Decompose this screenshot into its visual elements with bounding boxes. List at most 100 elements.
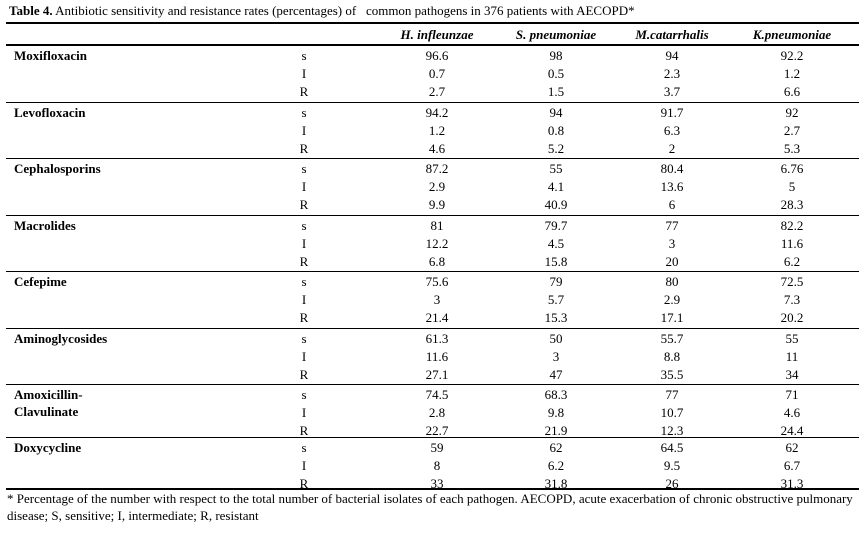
table-cell: 4.6 [783, 405, 801, 420]
table-cell: 6.7 [783, 458, 801, 473]
table-cell: 91.7 [660, 105, 684, 120]
column-header-k-pneumoniae: K.pneumoniae [752, 27, 832, 42]
table-cell: 80 [665, 274, 679, 289]
table-cell: 72.5 [780, 274, 804, 289]
column-header-h-influenzae: H. infleunzae [400, 27, 474, 42]
table-cell: 5 [788, 179, 796, 194]
drug-name: Cefepime [14, 274, 67, 289]
table-cell: 1.2 [428, 123, 446, 138]
table-cell: 3 [433, 292, 441, 307]
table-cell: 35.5 [660, 367, 684, 382]
table-cell: 2 [668, 141, 676, 156]
table-cell: 50 [549, 331, 563, 346]
table-cell: 62 [549, 440, 563, 455]
susceptibility-level: I [301, 458, 307, 473]
table-cell: 55.7 [660, 331, 684, 346]
table-cell: 0.7 [428, 66, 446, 81]
drug-name: Aminoglycosides [14, 331, 108, 346]
drug-name: Amoxicillin- Clavulinate [14, 387, 83, 419]
susceptibility-level: R [299, 84, 309, 99]
table-cell: 2.7 [783, 123, 801, 138]
table-cell: 5.2 [547, 141, 565, 156]
group-divider [6, 158, 859, 159]
table-cell: 3 [668, 236, 676, 251]
table-cell: 15.3 [544, 310, 568, 325]
column-header-s-pneumoniae: S. pneumoniae [515, 27, 597, 42]
drug-name: Levofloxacin [14, 105, 86, 120]
table-cell: 96.6 [425, 48, 449, 63]
susceptibility-level: s [301, 440, 307, 455]
table-cell: 6.2 [783, 254, 801, 269]
table-caption: Antibiotic sensitivity and resistance ra… [52, 3, 635, 18]
susceptibility-level: s [301, 48, 307, 63]
table-cell: 5.7 [547, 292, 565, 307]
table-cell: 71 [785, 387, 799, 402]
group-divider [6, 384, 859, 385]
table-cell: 2.3 [663, 66, 681, 81]
susceptibility-level: s [301, 218, 307, 233]
table-cell: 13.6 [660, 179, 684, 194]
table-cell: 31.3 [780, 476, 804, 491]
table-cell: 81 [430, 218, 444, 233]
susceptibility-level: R [299, 197, 309, 212]
table-cell: 4.5 [547, 236, 565, 251]
table-cell: 3 [552, 349, 560, 364]
susceptibility-level: I [301, 123, 307, 138]
table-cell: 12.3 [660, 423, 684, 438]
table-cell: 6.2 [547, 458, 565, 473]
table-cell: 20.2 [780, 310, 804, 325]
drug-name: Cephalosporins [14, 161, 101, 176]
table-cell: 27.1 [425, 367, 449, 382]
table-cell: 80.4 [660, 161, 684, 176]
drug-name: Macrolides [14, 218, 76, 233]
table-cell: 15.8 [544, 254, 568, 269]
group-divider [6, 271, 859, 272]
group-divider [6, 215, 859, 216]
table-cell: 47 [549, 367, 563, 382]
table-cell: 26 [665, 476, 679, 491]
table-cell: 21.9 [544, 423, 568, 438]
table-cell: 1.5 [547, 84, 565, 99]
table-cell: 3.7 [663, 84, 681, 99]
susceptibility-level: R [299, 423, 309, 438]
table-cell: 2.9 [428, 179, 446, 194]
susceptibility-level: R [299, 310, 309, 325]
table-cell: 20 [665, 254, 679, 269]
table-cell: 55 [549, 161, 563, 176]
table-cell: 11.6 [425, 349, 449, 364]
table-cell: 0.8 [547, 123, 565, 138]
group-divider [6, 437, 859, 438]
susceptibility-level: R [299, 254, 309, 269]
table-cell: 12.2 [425, 236, 449, 251]
table-cell: 6.6 [783, 84, 801, 99]
table-cell: 22.7 [425, 423, 449, 438]
table-cell: 6.76 [780, 161, 804, 176]
table-cell: 34 [785, 367, 799, 382]
susceptibility-level: s [301, 331, 307, 346]
table-cell: 94 [665, 48, 679, 63]
table-cell: 75.6 [425, 274, 449, 289]
susceptibility-level: s [301, 387, 307, 402]
table-cell: 82.2 [780, 218, 804, 233]
table-cell: 94 [549, 105, 563, 120]
table-cell: 64.5 [660, 440, 684, 455]
bottom-rule [6, 488, 859, 490]
table-cell: 61.3 [425, 331, 449, 346]
header-rule [6, 44, 859, 46]
group-divider [6, 102, 859, 103]
susceptibility-level: I [301, 179, 307, 194]
table-title: Table 4. Antibiotic sensitivity and resi… [9, 2, 635, 20]
susceptibility-level: I [301, 292, 307, 307]
table-cell: 9.5 [663, 458, 681, 473]
table-cell: 79.7 [544, 218, 568, 233]
table-cell: 33 [430, 476, 444, 491]
drug-name: Moxifloxacin [14, 48, 87, 63]
table-cell: 74.5 [425, 387, 449, 402]
table-cell: 40.9 [544, 197, 568, 212]
drug-name: Doxycycline [14, 440, 82, 455]
table-cell: 9.8 [547, 405, 565, 420]
table-number: Table 4. [9, 3, 53, 18]
table-cell: 94.2 [425, 105, 449, 120]
table-cell: 6 [668, 197, 676, 212]
table-cell: 24.4 [780, 423, 804, 438]
